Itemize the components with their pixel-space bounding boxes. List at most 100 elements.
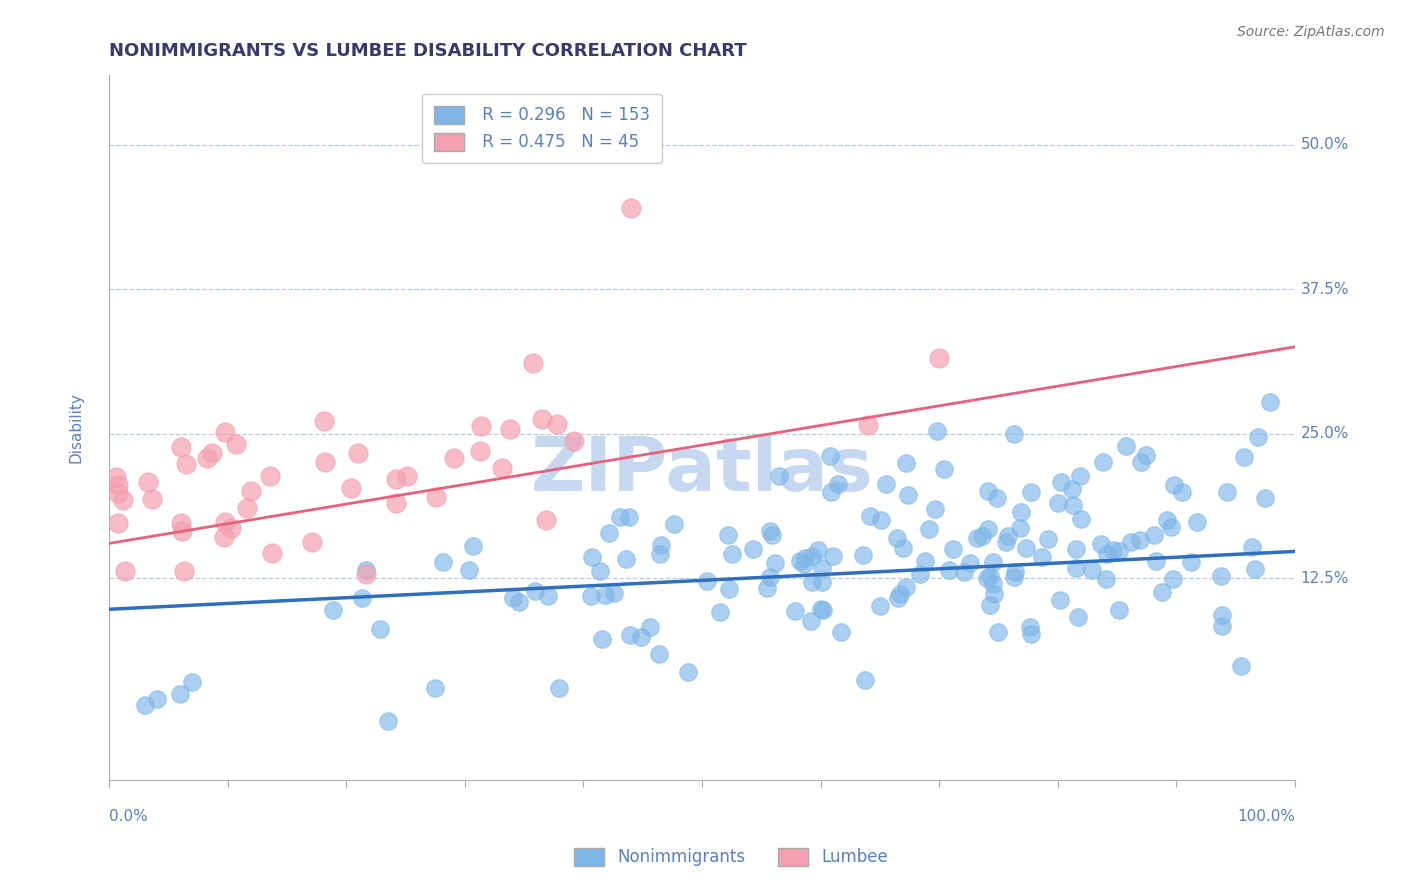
Point	[1247, 430, 1270, 444]
Point	[648, 647, 671, 661]
Point	[1095, 573, 1118, 587]
Point	[169, 687, 191, 701]
Point	[1143, 528, 1166, 542]
Point	[908, 566, 931, 581]
Point	[987, 625, 1010, 640]
Point	[534, 513, 557, 527]
Point	[853, 673, 876, 687]
Point	[145, 692, 167, 706]
Point	[994, 535, 1017, 549]
Point	[696, 574, 718, 589]
Point	[934, 461, 956, 475]
Point	[1258, 395, 1281, 409]
Point	[141, 491, 163, 506]
Point	[395, 469, 418, 483]
Point	[1135, 448, 1157, 462]
Point	[470, 419, 492, 434]
Point	[356, 564, 378, 578]
Point	[638, 620, 661, 634]
Point	[219, 521, 242, 535]
Point	[979, 598, 1001, 612]
Point	[918, 522, 941, 536]
Text: Disability: Disability	[69, 392, 83, 463]
Point	[174, 458, 197, 472]
Point	[301, 534, 323, 549]
Point	[811, 575, 834, 590]
Point	[1230, 658, 1253, 673]
Text: 25.0%: 25.0%	[1301, 426, 1350, 441]
Point	[979, 569, 1001, 583]
Point	[170, 440, 193, 454]
Point	[1233, 450, 1256, 464]
Point	[1038, 533, 1060, 547]
Point	[463, 539, 485, 553]
Point	[717, 582, 740, 597]
Point	[508, 594, 530, 608]
Point	[589, 565, 612, 579]
Point	[650, 548, 672, 562]
Point	[1161, 572, 1184, 586]
Point	[741, 541, 763, 556]
Point	[322, 603, 344, 617]
Point	[239, 483, 262, 498]
Point	[619, 510, 641, 524]
Point	[1062, 498, 1084, 512]
Point	[1171, 485, 1194, 500]
Point	[134, 698, 156, 713]
Point	[1031, 550, 1053, 565]
Point	[225, 437, 247, 451]
Point	[650, 538, 672, 552]
Point	[942, 541, 965, 556]
Point	[260, 545, 283, 559]
Point	[830, 625, 852, 640]
Point	[136, 475, 159, 489]
Point	[1180, 555, 1202, 569]
Point	[678, 665, 700, 680]
Point	[851, 548, 873, 562]
Point	[924, 502, 946, 516]
Point	[546, 417, 568, 431]
Point	[966, 531, 988, 545]
Point	[522, 356, 544, 370]
Legend:  R = 0.296   N = 153,  R = 0.475   N = 45: R = 0.296 N = 153, R = 0.475 N = 45	[422, 95, 662, 163]
Point	[598, 526, 620, 541]
Point	[1069, 468, 1091, 483]
Point	[170, 524, 193, 538]
Text: 0.0%: 0.0%	[110, 809, 148, 824]
Legend: Nonimmigrants, Lumbee: Nonimmigrants, Lumbee	[565, 839, 897, 875]
Text: Source: ZipAtlas.com: Source: ZipAtlas.com	[1237, 25, 1385, 39]
Point	[886, 591, 908, 605]
Point	[1160, 520, 1182, 534]
Point	[1129, 455, 1152, 469]
Point	[314, 455, 336, 469]
Point	[801, 549, 824, 564]
Point	[794, 550, 817, 565]
Point	[619, 628, 641, 642]
Point	[1108, 603, 1130, 617]
Point	[1129, 533, 1152, 547]
Point	[1187, 516, 1209, 530]
Point	[1240, 540, 1263, 554]
Point	[114, 564, 136, 578]
Point	[717, 528, 740, 542]
Point	[1144, 554, 1167, 568]
Point	[983, 587, 1005, 601]
Point	[340, 481, 363, 495]
Point	[763, 556, 786, 570]
Point	[350, 591, 373, 606]
Point	[972, 529, 994, 543]
Point	[236, 501, 259, 516]
Point	[1049, 593, 1071, 607]
Point	[107, 516, 129, 531]
Point	[1002, 570, 1025, 584]
Point	[810, 561, 832, 575]
Point	[807, 543, 830, 558]
Point	[107, 486, 129, 500]
Point	[548, 681, 571, 695]
Point	[1021, 484, 1043, 499]
Point	[443, 450, 465, 465]
Point	[768, 469, 790, 483]
Point	[820, 485, 842, 500]
Point	[976, 570, 998, 584]
Point	[314, 414, 336, 428]
